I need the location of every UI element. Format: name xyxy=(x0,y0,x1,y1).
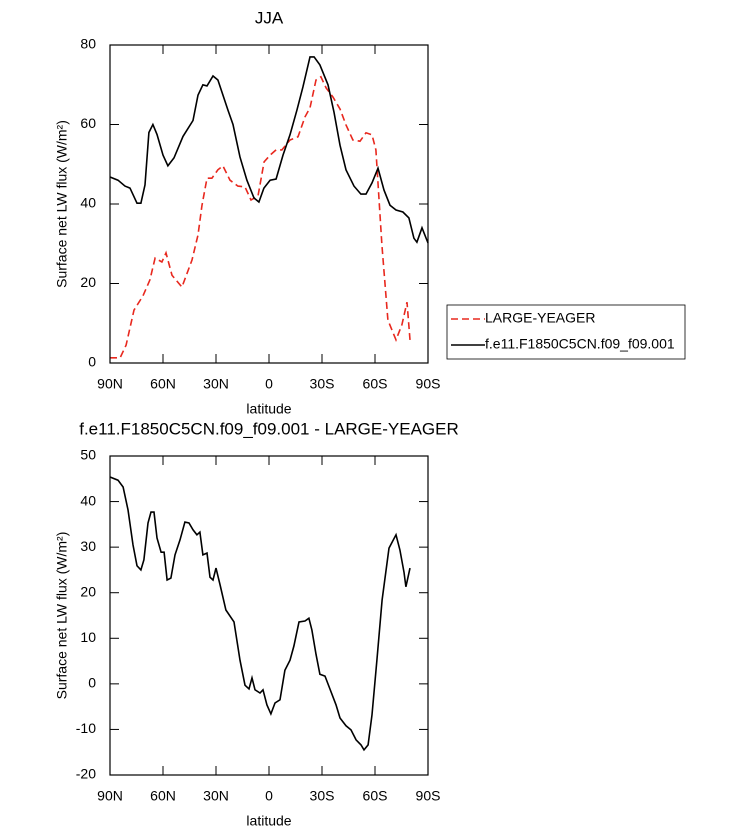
chart-title: f.e11.F1850C5CN.f09_f09.001 - LARGE-YEAG… xyxy=(79,419,459,438)
legend-label: LARGE-YEAGER xyxy=(485,310,595,326)
x-tick-label: 0 xyxy=(265,376,273,392)
x-tick-label: 30S xyxy=(310,788,335,804)
x-tick-label: 30N xyxy=(203,376,229,392)
x-tick-label: 60S xyxy=(363,788,388,804)
x-tick-label: 90S xyxy=(416,788,441,804)
x-tick-label: 60S xyxy=(363,376,388,392)
x-tick-label: 60N xyxy=(150,376,176,392)
y-tick-label: 30 xyxy=(80,538,96,554)
x-tick-label: 0 xyxy=(265,788,273,804)
chart-title: JJA xyxy=(255,8,284,27)
y-tick-label: 50 xyxy=(80,447,96,463)
y-tick-label: 20 xyxy=(80,274,96,290)
y-axis-label: Surface net LW flux (W/m²) xyxy=(54,120,70,288)
plot-frame xyxy=(109,44,429,364)
y-tick-label: 0 xyxy=(88,354,96,370)
legend-box xyxy=(446,304,686,360)
legend-label: f.e11.F1850C5CN.f09_f09.001 xyxy=(485,336,675,352)
x-axis-label: latitude xyxy=(246,401,291,417)
y-tick-label: 60 xyxy=(80,115,96,131)
x-tick-label: 90N xyxy=(97,788,123,804)
y-tick-label: 80 xyxy=(80,36,96,52)
x-axis-label: latitude xyxy=(246,813,291,829)
y-tick-label: 20 xyxy=(80,583,96,599)
x-tick-label: 90S xyxy=(416,376,441,392)
x-tick-label: 30S xyxy=(310,376,335,392)
y-tick-label: 40 xyxy=(80,492,96,508)
data-line xyxy=(109,56,429,244)
x-tick-label: 60N xyxy=(150,788,176,804)
data-line xyxy=(109,476,411,752)
x-tick-label: 90N xyxy=(97,376,123,392)
y-tick-label: 10 xyxy=(80,629,96,645)
data-line xyxy=(110,75,411,359)
x-tick-label: 30N xyxy=(203,788,229,804)
y-tick-label: 0 xyxy=(88,675,96,691)
y-tick-label: -10 xyxy=(76,720,96,736)
y-tick-label: 40 xyxy=(80,195,96,211)
y-axis-label: Surface net LW flux (W/m²) xyxy=(54,532,70,700)
y-tick-label: -20 xyxy=(76,766,96,782)
